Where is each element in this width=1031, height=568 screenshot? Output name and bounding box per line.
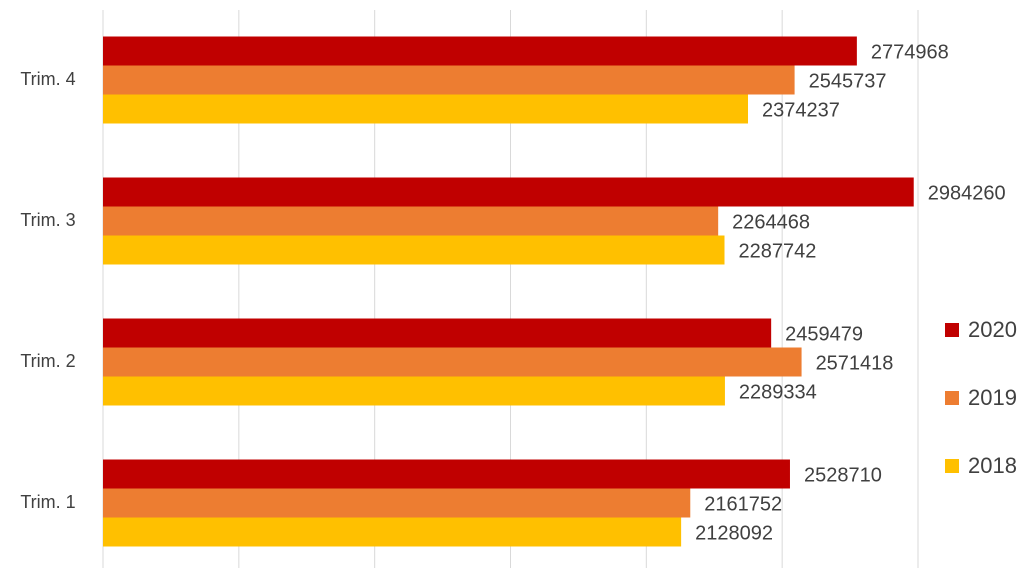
data-label: 2774968 [871, 41, 949, 63]
legend-label: 2019 [968, 385, 1017, 410]
bar [103, 36, 857, 66]
data-label: 2264468 [732, 211, 810, 233]
data-label: 2528710 [804, 464, 882, 486]
legend-label: 2020 [968, 317, 1017, 342]
category-label: Trim. 3 [20, 210, 75, 230]
bar [103, 347, 802, 377]
data-label: 2128092 [695, 522, 773, 544]
bar [103, 177, 914, 207]
bar [103, 94, 749, 124]
bar [103, 206, 719, 236]
bar [103, 376, 725, 406]
data-label: 2545737 [809, 70, 887, 92]
bar [103, 235, 725, 265]
data-label: 2161752 [704, 493, 782, 515]
data-label: 2571418 [816, 352, 894, 374]
legend-swatch [945, 391, 959, 405]
bar [103, 65, 795, 95]
category-label: Trim. 2 [20, 351, 75, 371]
legend-swatch [945, 323, 959, 337]
category-label: Trim. 4 [20, 69, 75, 89]
category-label: Trim. 1 [20, 492, 75, 512]
bar [103, 488, 691, 518]
bar [103, 459, 790, 489]
legend-label: 2018 [968, 453, 1017, 478]
data-label: 2984260 [928, 182, 1006, 204]
data-label: 2289334 [739, 381, 817, 403]
data-label: 2459479 [785, 323, 863, 345]
data-label: 2287742 [739, 240, 817, 262]
bar [103, 318, 772, 348]
legend-swatch [945, 459, 959, 473]
data-label: 2374237 [762, 99, 840, 121]
bar [103, 517, 682, 547]
